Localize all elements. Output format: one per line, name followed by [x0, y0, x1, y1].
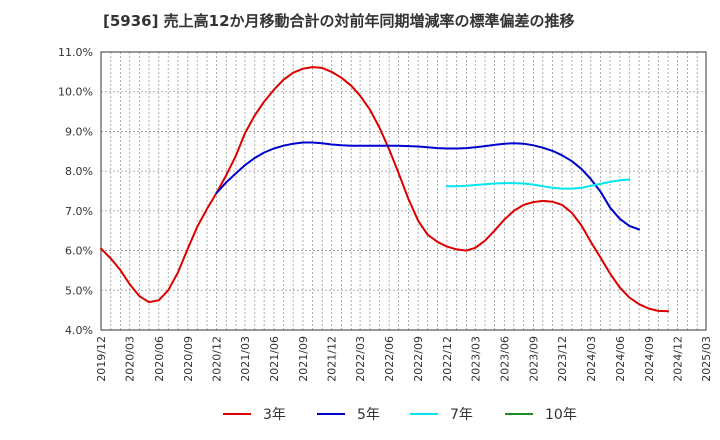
x-tick-label: 2023/09: [527, 336, 540, 382]
legend-label-4: 10年: [545, 407, 577, 423]
y-tick-label: 7.0%: [65, 205, 93, 218]
y-axis-ticks: 4.0% 5.0% 6.0% 7.0% 8.0% 9.0% 10.0% 11.0%: [58, 46, 93, 337]
y-tick-label: 6.0%: [65, 245, 93, 258]
x-tick-label: 2023/12: [556, 336, 569, 382]
series-lines: [100, 66, 670, 313]
x-tick-label: 2021/12: [326, 336, 339, 382]
series-line-1: [100, 66, 670, 313]
x-axis-ticks: 2019/12 2020/03 2020/06 2020/09 2020/12 2021/…: [95, 336, 713, 382]
plot-frame: [100, 51, 707, 331]
series-line-2: [215, 141, 641, 231]
y-tick-label: 8.0%: [65, 165, 93, 178]
x-tick-label: 2024/09: [643, 336, 656, 382]
y-tick-label: 5.0%: [65, 284, 93, 297]
x-tick-label: 2024/06: [614, 336, 627, 382]
x-tick-label: 2022/12: [441, 336, 454, 382]
x-tick-label: 2020/06: [153, 336, 166, 382]
x-tick-label: 2021/09: [297, 336, 310, 382]
x-tick-label: 2025/03: [700, 336, 713, 382]
y-tick-label: 9.0%: [65, 125, 93, 138]
x-tick-label: 2023/06: [498, 336, 511, 382]
x-tick-label: 2019/12: [95, 336, 108, 382]
x-tick-label: 2022/03: [354, 336, 367, 382]
x-tick-label: 2024/03: [585, 336, 598, 382]
series-line-3: [445, 178, 631, 190]
y-tick-label: 10.0%: [58, 86, 93, 99]
y-tick-label: 4.0%: [65, 324, 93, 337]
x-tick-label: 2021/03: [239, 336, 252, 382]
legend: 3年 5年 7年 10年: [223, 407, 577, 423]
legend-label-3: 7年: [450, 407, 473, 423]
x-tick-label: 2022/09: [412, 336, 425, 382]
x-tick-label: 2022/06: [383, 336, 396, 382]
x-tick-label: 2020/12: [211, 336, 224, 382]
legend-label-2: 5年: [357, 407, 380, 423]
x-tick-label: 2024/12: [672, 336, 685, 382]
legend-label-1: 3年: [263, 407, 286, 423]
chart-title: [5936] 売上高12か月移動合計の対前年同期増減率の標準偏差の推移: [103, 12, 575, 30]
grid-lines: [101, 52, 706, 330]
x-tick-label: 2020/03: [124, 336, 137, 382]
x-tick-label: 2021/06: [268, 336, 281, 382]
y-tick-label: 11.0%: [58, 46, 93, 59]
x-tick-label: 2023/03: [469, 336, 482, 382]
x-tick-label: 2020/09: [182, 336, 195, 382]
